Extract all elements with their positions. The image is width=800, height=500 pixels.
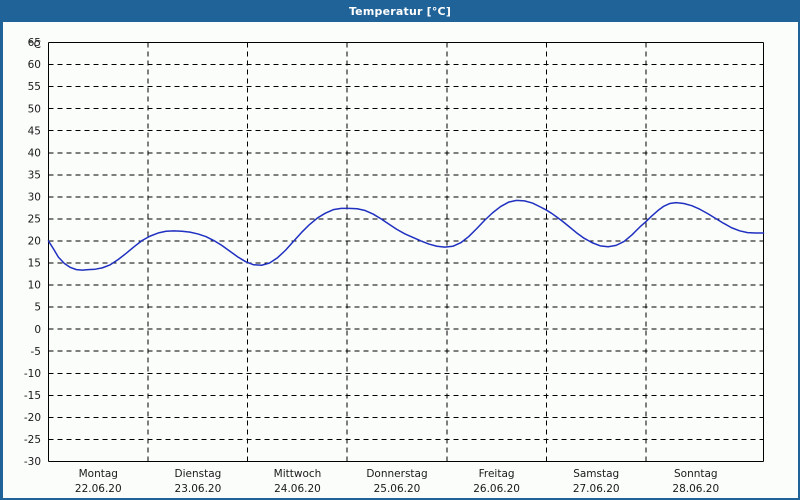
y-tick-label: -5 (31, 346, 41, 358)
x-tick-day-label: Donnerstag (366, 468, 427, 480)
y-tick-label: 10 (28, 280, 41, 292)
x-tick-date-label: 26.06.20 (473, 483, 520, 495)
x-tick-day-label: Dienstag (174, 468, 221, 480)
y-axis-unit-label: °C (28, 39, 41, 51)
y-tick-label: 25 (28, 214, 41, 226)
x-tick-date-label: 22.06.20 (75, 483, 122, 495)
y-tick-label: 30 (28, 192, 41, 204)
temperature-series-line (47, 199, 765, 271)
y-tick-label: 50 (28, 103, 41, 115)
x-tick-date-label: 27.06.20 (573, 483, 620, 495)
window-title: Temperatur [°C] (348, 4, 452, 18)
x-tick-day-label: Mittwoch (274, 468, 322, 480)
plot-container: 65 60 55 50 45 40 35 30 25 20 15 10 5 0 -5 -10 -15 -20 -25… (3, 22, 798, 498)
y-tick-label: 55 (28, 81, 41, 93)
y-tick-label: -20 (24, 412, 41, 424)
y-tick-label: 15 (28, 258, 41, 270)
y-tick-label: -30 (24, 456, 41, 468)
y-tick-label: 45 (28, 125, 41, 137)
y-tick-label: 60 (28, 59, 41, 71)
temperature-chart: 65605550454035302520151050-5-10-15-20-25… (24, 37, 765, 495)
y-tick-label: -15 (24, 390, 41, 402)
x-tick-date-label: 28.06.20 (672, 483, 719, 495)
y-tick-label: 0 (34, 324, 41, 336)
y-tick-label: -10 (24, 368, 41, 380)
horizontal-gridlines (48, 42, 764, 440)
y-axis-tick-labels: 65605550454035302520151050-5-10-15-20-25… (24, 37, 41, 468)
x-tick-day-label: Freitag (479, 468, 515, 480)
x-tick-day-label: Samstag (573, 468, 619, 480)
window-titlebar: Temperatur [°C] (0, 0, 800, 22)
x-axis-tick-labels: Montag 22.06.20 Dienstag 23.06.20 Mittwoch 24… (75, 468, 719, 495)
y-tick-label: 35 (28, 169, 41, 181)
x-tick-date-label: 23.06.20 (175, 483, 222, 495)
x-tick-day-label: Montag (79, 468, 118, 480)
y-tick-label: 20 (28, 236, 41, 248)
y-tick-label: 40 (28, 147, 41, 159)
x-tick-date-label: 24.06.20 (274, 483, 321, 495)
y-tick-label: 65 (28, 37, 41, 49)
y-tick-label: 5 (34, 302, 41, 314)
y-tick-label: -25 (24, 434, 41, 446)
plot-axes (47, 41, 765, 463)
x-tick-day-label: Sonntag (674, 468, 718, 480)
vertical-gridlines (147, 42, 647, 462)
x-tick-date-label: 25.06.20 (374, 483, 421, 495)
